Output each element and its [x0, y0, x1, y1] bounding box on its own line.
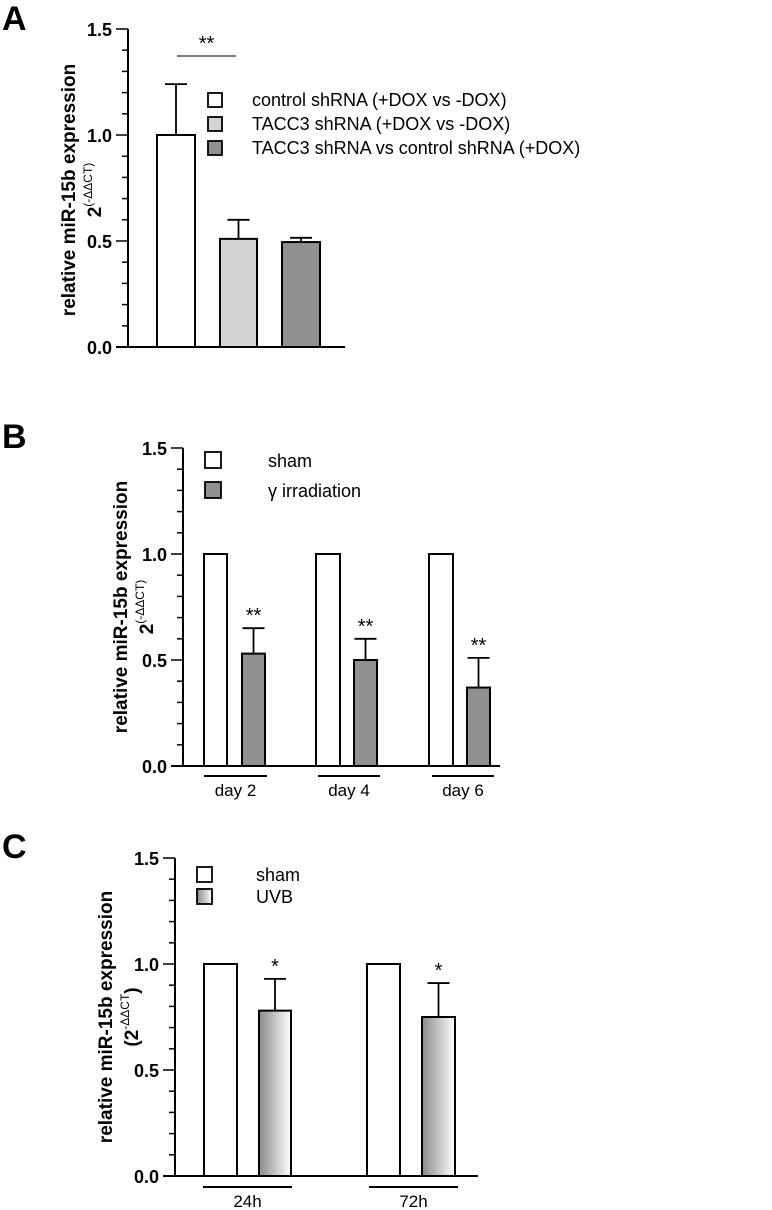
- y-axis-title: relative miR-15b expression: [96, 891, 117, 1143]
- bar: [203, 553, 228, 767]
- y-axis-title: relative miR-15b expression: [59, 64, 80, 316]
- y-tick-label: 0.0: [87, 338, 112, 358]
- y-axis-title: relative miR-15b expression: [111, 481, 132, 733]
- legend-label: sham: [268, 451, 312, 471]
- panel-label: C: [2, 828, 27, 866]
- legend-swatch: [207, 116, 223, 132]
- panel-b: B 0.0 0.5 1.0 1.5 relative miR-15b expression…: [2, 418, 500, 800]
- bar: [219, 237, 258, 349]
- bar: [281, 241, 321, 348]
- bar: [156, 134, 196, 348]
- x-tick-label: 72h: [399, 1192, 427, 1210]
- y-axis-label: relative miR-15b expression 2(-ΔΔCT): [59, 64, 106, 316]
- y-tick-label: 1.5: [142, 439, 167, 459]
- panel-label: A: [2, 0, 27, 38]
- legend-label: UVB: [256, 887, 293, 907]
- y-tick-label: 0.0: [142, 757, 167, 777]
- significance-marker: **: [246, 605, 262, 627]
- legend-label: γ irradiation: [268, 481, 361, 501]
- legend-swatch: [204, 481, 222, 499]
- y-tick-label: 1.0: [87, 126, 112, 146]
- bar: [241, 652, 266, 768]
- significance-marker: *: [271, 956, 279, 978]
- bar: [421, 1016, 456, 1177]
- bar: [428, 553, 454, 767]
- legend-label: TACC3 shRNA vs control shRNA (+DOX): [252, 138, 580, 158]
- y-tick-label: 0.0: [134, 1167, 159, 1187]
- x-tick-label: 24h: [233, 1192, 261, 1210]
- bar: [353, 659, 378, 767]
- panel-label: B: [2, 418, 27, 456]
- significance-marker: **: [358, 616, 374, 638]
- x-tick-label: day 2: [215, 781, 257, 800]
- legend-label: TACC3 shRNA (+DOX vs -DOX): [252, 114, 510, 134]
- panel-c: C 0.0 0.5 1.0 1.5 relative miR-15b expression…: [2, 828, 478, 1210]
- y-tick-label: 1.0: [142, 545, 167, 565]
- y-tick-label: 0.5: [87, 232, 112, 252]
- x-tick-label: day 4: [328, 781, 370, 800]
- bar: [466, 686, 491, 767]
- legend-swatch: [207, 140, 223, 156]
- x-tick-label: day 6: [442, 781, 484, 800]
- significance-marker: *: [435, 960, 443, 982]
- legend-label: control shRNA (+DOX vs -DOX): [252, 90, 507, 110]
- y-tick-label: 0.5: [142, 651, 167, 671]
- legend: control shRNA (+DOX vs -DOX) TACC3 shRNA …: [207, 90, 580, 158]
- bar: [315, 553, 341, 767]
- legend-swatch: [196, 888, 213, 905]
- y-axis-label: relative miR-15b expression 2(-ΔΔCT): [111, 481, 158, 733]
- legend-swatch: [196, 866, 213, 883]
- legend-swatch: [204, 451, 222, 469]
- significance-marker: **: [471, 635, 487, 657]
- y-axis-label: relative miR-15b expression (2-ΔΔCT): [96, 891, 143, 1143]
- y-tick-label: 1.5: [87, 20, 112, 40]
- bar: [203, 963, 238, 1177]
- y-axis-unit: 2(-ΔΔCT): [133, 580, 158, 635]
- bar: [366, 963, 401, 1177]
- significance-marker: **: [199, 33, 215, 55]
- panel-a: A 0.0 0.5 1.0 1.5 relative miR-15b expression…: [2, 0, 580, 358]
- y-tick-label: 1.0: [134, 955, 159, 975]
- y-tick-label: 1.5: [134, 849, 159, 869]
- y-axis-unit: 2(-ΔΔCT): [81, 163, 106, 218]
- legend: sham γ irradiation: [204, 451, 361, 501]
- legend-label: sham: [256, 865, 300, 885]
- y-tick-label: 0.5: [134, 1061, 159, 1081]
- y-axis-unit: (2-ΔΔCT): [118, 987, 143, 1046]
- bar: [258, 1009, 292, 1178]
- legend-swatch: [207, 92, 223, 108]
